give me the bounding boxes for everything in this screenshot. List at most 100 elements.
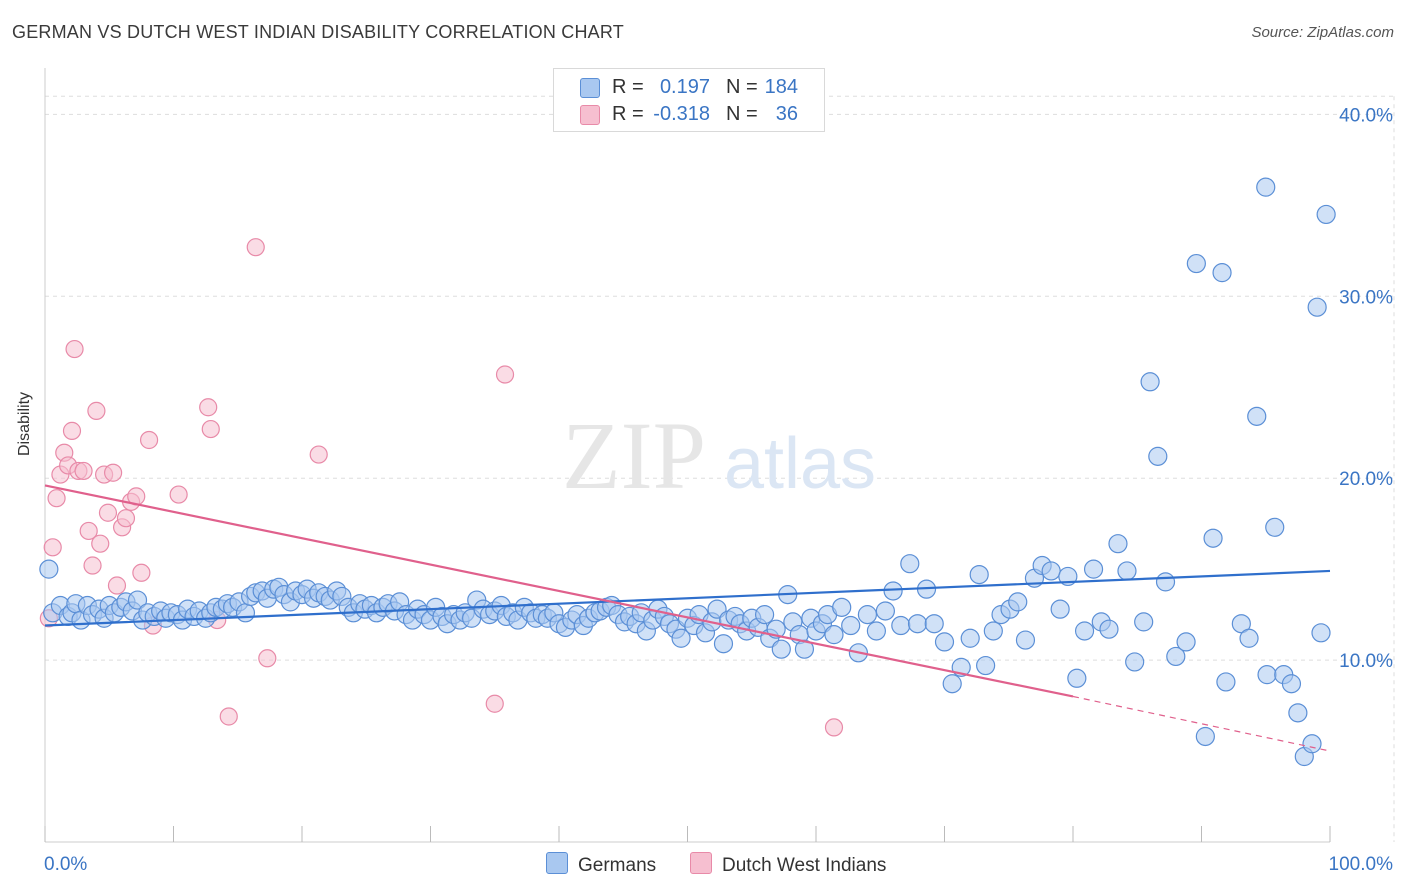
german-point bbox=[1186, 253, 1206, 274]
german-point bbox=[1203, 528, 1223, 548]
dutch-point bbox=[47, 489, 66, 508]
source-label: Source: ZipAtlas.com bbox=[1251, 24, 1394, 41]
dutch-point bbox=[201, 419, 220, 439]
r-value: -0.318 bbox=[653, 103, 710, 125]
german-point bbox=[1041, 561, 1061, 581]
dutch-point bbox=[87, 401, 106, 420]
german-point bbox=[1195, 726, 1215, 747]
dutch-point bbox=[104, 463, 123, 482]
r-label: R = bbox=[612, 103, 644, 125]
dutch-point bbox=[219, 707, 238, 726]
german-point bbox=[1015, 630, 1036, 650]
n-label: N = bbox=[726, 76, 758, 98]
dutch-point bbox=[824, 718, 844, 737]
german-point bbox=[1265, 517, 1285, 537]
y-tick-label: 40.0% bbox=[1339, 105, 1393, 126]
german-point bbox=[891, 615, 911, 636]
dutch-point bbox=[139, 430, 159, 450]
x-tick-label-min: 0.0% bbox=[44, 854, 87, 875]
n-label: N = bbox=[726, 103, 758, 125]
german-point bbox=[794, 639, 815, 659]
german-point bbox=[754, 605, 775, 625]
german-point bbox=[969, 564, 989, 585]
german-point bbox=[1257, 665, 1277, 685]
german-point bbox=[832, 597, 852, 617]
german-point bbox=[960, 628, 980, 648]
correlation-legend: R = 0.197 N = 184 R = -0.318 N = 36 bbox=[553, 68, 825, 132]
legend-item-germans[interactable]: Germans bbox=[546, 852, 656, 877]
german-point bbox=[924, 614, 944, 634]
dutch-point bbox=[62, 421, 82, 440]
dutch-point bbox=[132, 563, 151, 582]
german-point bbox=[1288, 703, 1308, 723]
dutch-point bbox=[169, 485, 188, 504]
german-point bbox=[976, 655, 996, 676]
german-point bbox=[1155, 572, 1176, 592]
watermark-atlas: atlas bbox=[724, 424, 876, 504]
tick-labels: 10.0% 20.0% 30.0% 40.0% 0.0% 100.0% bbox=[44, 105, 1393, 875]
dutch-point bbox=[199, 398, 218, 417]
german-point bbox=[1074, 621, 1095, 641]
dutch-point bbox=[65, 339, 84, 359]
german-point bbox=[875, 601, 895, 621]
german-point bbox=[1099, 619, 1119, 639]
german-point bbox=[771, 639, 791, 659]
german-point bbox=[127, 590, 148, 610]
dutch-point bbox=[83, 556, 102, 575]
german-point bbox=[1134, 612, 1154, 632]
dutch-point bbox=[107, 576, 127, 595]
german-point bbox=[1148, 446, 1168, 466]
legend-item-dutch[interactable]: Dutch West Indians bbox=[690, 852, 886, 877]
germans-legend-swatch bbox=[546, 852, 568, 874]
axes bbox=[44, 68, 1331, 843]
german-point bbox=[1311, 623, 1331, 643]
dutch-west-indians-points bbox=[39, 238, 844, 737]
german-point bbox=[824, 625, 844, 645]
dutch-point bbox=[91, 534, 110, 553]
german-point bbox=[1125, 652, 1145, 672]
german-point bbox=[1316, 204, 1336, 225]
dutch-point bbox=[258, 649, 277, 668]
watermark-zip: ZIP bbox=[562, 402, 706, 509]
r-value: 0.197 bbox=[659, 76, 710, 98]
german-point bbox=[841, 615, 861, 636]
german-point bbox=[1140, 372, 1160, 392]
dutch-point bbox=[116, 509, 136, 528]
german-point bbox=[1247, 406, 1267, 426]
trend-lines bbox=[44, 484, 1331, 752]
dutch-point bbox=[43, 538, 62, 557]
german-point bbox=[934, 632, 955, 652]
y-tick-label: 30.0% bbox=[1339, 287, 1393, 308]
germans-legend-label: Germans bbox=[578, 855, 657, 876]
r-label: R = bbox=[612, 76, 644, 98]
dutch-point bbox=[79, 521, 98, 541]
german-point bbox=[1176, 632, 1196, 652]
german-point bbox=[713, 634, 734, 654]
german-point bbox=[39, 559, 59, 579]
german-point bbox=[1302, 734, 1322, 754]
legend-row-germans: R = 0.197 N = 184 bbox=[554, 74, 824, 100]
germans-swatch bbox=[580, 78, 600, 98]
german-point bbox=[1239, 628, 1259, 648]
legend-row-dutch: R = -0.318 N = 36 bbox=[554, 101, 824, 127]
y-tick-label: 10.0% bbox=[1339, 651, 1393, 672]
n-value: 36 bbox=[775, 103, 798, 125]
n-value: 184 bbox=[764, 76, 798, 98]
german-point bbox=[1256, 177, 1276, 197]
dutch-legend-swatch bbox=[690, 852, 712, 874]
german-point bbox=[907, 614, 928, 634]
german-point bbox=[1008, 592, 1028, 612]
german-point bbox=[1281, 674, 1302, 694]
german-point bbox=[883, 581, 903, 601]
dutch-point bbox=[246, 238, 265, 257]
german-point bbox=[900, 554, 920, 574]
german-point bbox=[1083, 559, 1104, 579]
german-point bbox=[1067, 668, 1087, 688]
german-point bbox=[1108, 534, 1128, 554]
dutch-point bbox=[495, 365, 515, 384]
german-point bbox=[1212, 263, 1232, 283]
dutch-point bbox=[485, 694, 504, 713]
german-point bbox=[983, 621, 1003, 641]
dutch-trend-line bbox=[44, 484, 1074, 698]
